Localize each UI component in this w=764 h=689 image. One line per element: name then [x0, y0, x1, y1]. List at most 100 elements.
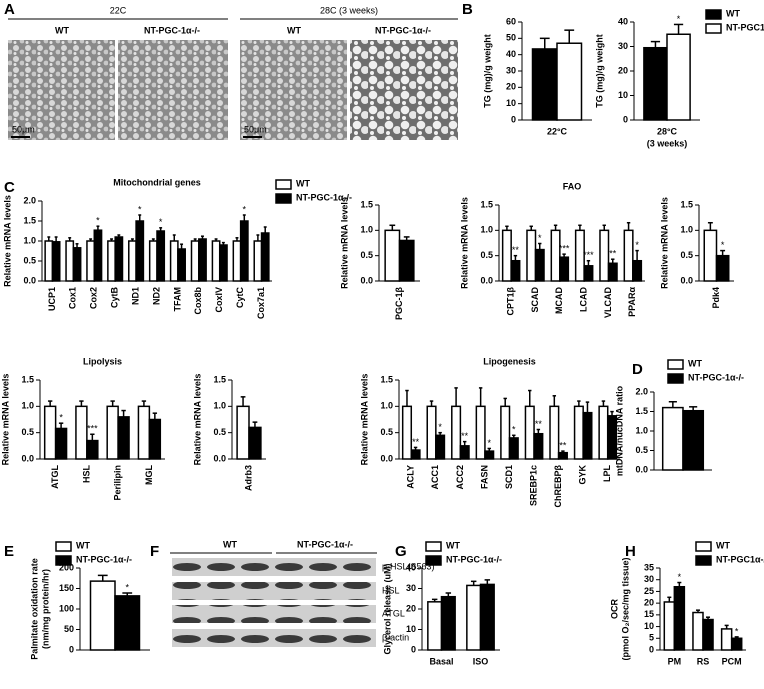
- bar: [148, 418, 162, 460]
- y-tick-label: 35: [644, 562, 654, 572]
- y-tick-label: 0.5: [21, 427, 34, 437]
- x-tick-label: GYK: [578, 465, 588, 485]
- x-tick-label: Cox2: [89, 287, 99, 309]
- significance: **: [609, 249, 617, 259]
- panel-letter: E: [4, 543, 14, 560]
- legend-swatch: [55, 541, 72, 552]
- x-tick-label: CytC: [235, 287, 245, 309]
- y-tick-label: 1.0: [213, 401, 226, 411]
- y-tick-label: 1.0: [21, 401, 34, 411]
- y-tick-label: 20: [618, 65, 628, 75]
- y-tick-label: 1.5: [680, 199, 693, 209]
- bar: [682, 409, 705, 471]
- y-tick-label: 10: [406, 624, 416, 634]
- y-tick-label: 1.5: [21, 374, 34, 384]
- bar: [426, 405, 437, 460]
- bar: [598, 405, 609, 460]
- panel-letter: H: [625, 543, 636, 560]
- y-tick-label: 20: [506, 82, 516, 92]
- legend-swatch: [695, 541, 712, 552]
- x-tick-label: Adrb3: [243, 465, 253, 491]
- legend-label: WT: [446, 540, 460, 550]
- legend-label: WT: [716, 540, 730, 550]
- bar: [692, 611, 704, 651]
- y-tick-label: 1.0: [23, 235, 36, 245]
- significance: *: [721, 240, 725, 250]
- x-axis-label: (3 weeks): [647, 138, 688, 148]
- significance: **: [461, 431, 469, 441]
- bar: [582, 411, 593, 460]
- significance: *: [512, 425, 516, 435]
- x-tick-label: UCP1: [47, 287, 57, 311]
- x-tick-label: LPL: [602, 464, 612, 482]
- micrograph: [8, 40, 115, 140]
- significance: *: [538, 233, 542, 243]
- y-axis-label: mtDNA/nucDNA ratio: [614, 385, 624, 476]
- legend-swatch: [667, 359, 684, 370]
- bar: [720, 628, 733, 651]
- x-tick-label: MCAD: [554, 287, 564, 314]
- x-tick-label: FASN: [479, 465, 489, 489]
- blot-band: [172, 605, 376, 623]
- group-label: 28C (3 weeks): [320, 5, 378, 15]
- x-tick-label: PGC-1β: [394, 286, 404, 320]
- y-tick-label: 0.0: [480, 275, 493, 285]
- blot-band: [172, 582, 376, 600]
- y-tick-label: 0.5: [635, 445, 648, 455]
- significance: *: [735, 626, 739, 636]
- y-tick-label: 1.5: [360, 199, 373, 209]
- y-axis-label: Palmitate oxidation rate: [29, 558, 39, 660]
- legend-label: WT: [726, 8, 740, 18]
- bar: [148, 240, 158, 282]
- y-tick-label: 30: [406, 583, 416, 593]
- bar: [107, 240, 116, 282]
- y-tick-label: 0.5: [360, 250, 373, 260]
- group-label: WT: [223, 539, 237, 549]
- bar: [44, 240, 54, 282]
- x-tick-label: VLCAD: [603, 287, 613, 318]
- bar: [401, 405, 413, 460]
- y-tick-label: 40: [406, 562, 416, 572]
- legend-label: NT-PGC1α-/-: [726, 22, 764, 32]
- significance: ***: [87, 424, 98, 434]
- significance: *: [159, 217, 163, 227]
- legend-label: NT-PGC-1α-/-: [296, 192, 352, 202]
- y-tick-label: 1.5: [635, 406, 648, 416]
- significance: *: [677, 14, 681, 24]
- significance: ***: [583, 250, 594, 260]
- bar: [137, 405, 151, 460]
- y-tick-label: 60: [506, 16, 516, 26]
- bar: [663, 601, 676, 651]
- column-label: NT-PGC-1α-/-: [375, 25, 431, 35]
- significance: ***: [559, 244, 570, 254]
- x-tick-label: PM: [668, 656, 682, 666]
- bar: [574, 229, 585, 282]
- y-tick-label: 20: [406, 603, 416, 613]
- bar: [93, 229, 103, 282]
- y-tick-label: 0: [511, 114, 516, 124]
- micrograph: [240, 40, 347, 140]
- y-tick-label: 200: [59, 562, 74, 572]
- significance: *: [96, 216, 100, 226]
- panel-letter: A: [4, 1, 15, 18]
- x-tick-label: TFAM: [172, 287, 182, 312]
- legend-label: WT: [296, 178, 310, 188]
- bar: [599, 229, 610, 282]
- bar: [703, 229, 718, 282]
- y-axis-label: (pmol O₂/sec/mg tissue): [620, 557, 630, 660]
- y-tick-label: 10: [644, 621, 654, 631]
- y-tick-label: 1.0: [635, 425, 648, 435]
- y-tick-label: 30: [618, 41, 628, 51]
- y-tick-label: 150: [59, 583, 74, 593]
- y-tick-label: 1.5: [480, 199, 493, 209]
- legend-swatch: [275, 179, 292, 190]
- bar: [730, 637, 743, 651]
- y-axis-label: TG (mg)/g weight: [482, 34, 492, 108]
- y-tick-label: 50: [64, 624, 74, 634]
- bar: [114, 236, 124, 282]
- chart-title: Mitochondrial genes: [113, 177, 201, 187]
- x-tick-label: ACC1: [430, 465, 440, 490]
- y-axis-label: Relative mRNA levels: [659, 197, 669, 289]
- y-tick-label: 0.0: [360, 275, 373, 285]
- x-tick-label: LCAD: [579, 287, 589, 312]
